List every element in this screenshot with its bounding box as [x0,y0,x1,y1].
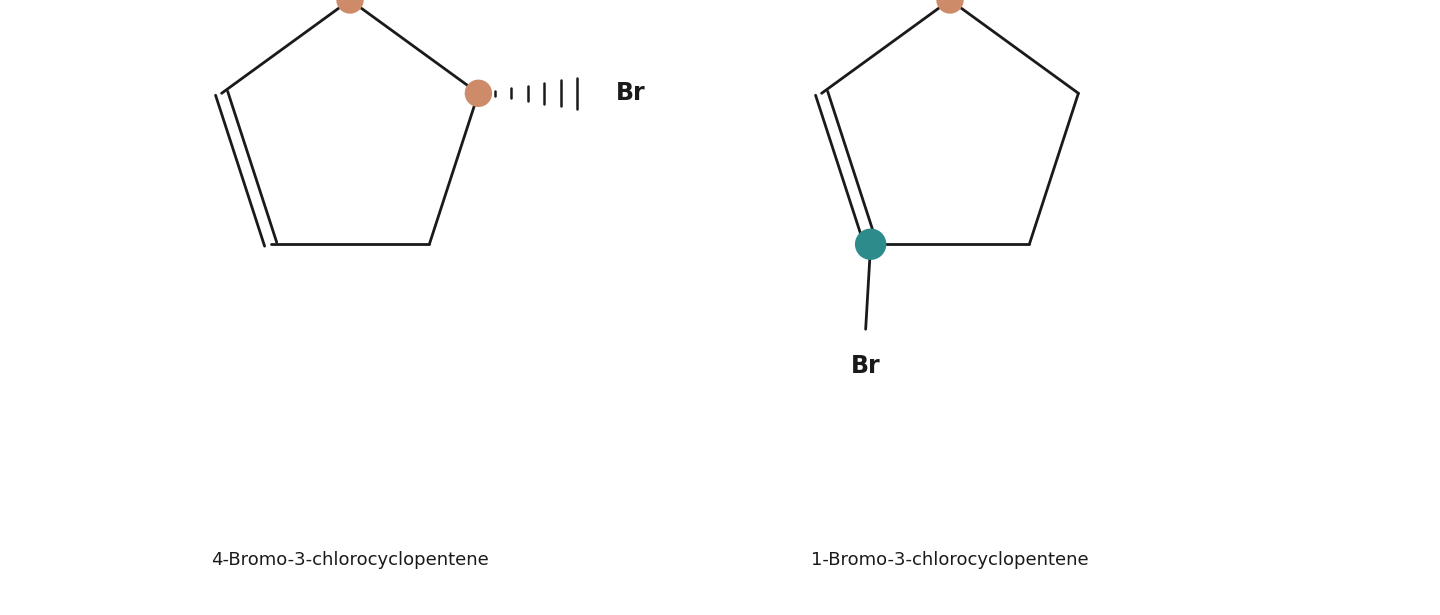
Text: Br: Br [615,81,645,105]
Circle shape [465,81,491,106]
Circle shape [937,0,963,13]
Text: 4-Bromo-3-chlorocyclopentene: 4-Bromo-3-chlorocyclopentene [212,551,488,569]
Text: Br: Br [851,354,880,378]
Text: 1-Bromo-3-chlorocyclopentene: 1-Bromo-3-chlorocyclopentene [811,551,1089,569]
Circle shape [855,229,886,259]
Circle shape [337,0,363,13]
